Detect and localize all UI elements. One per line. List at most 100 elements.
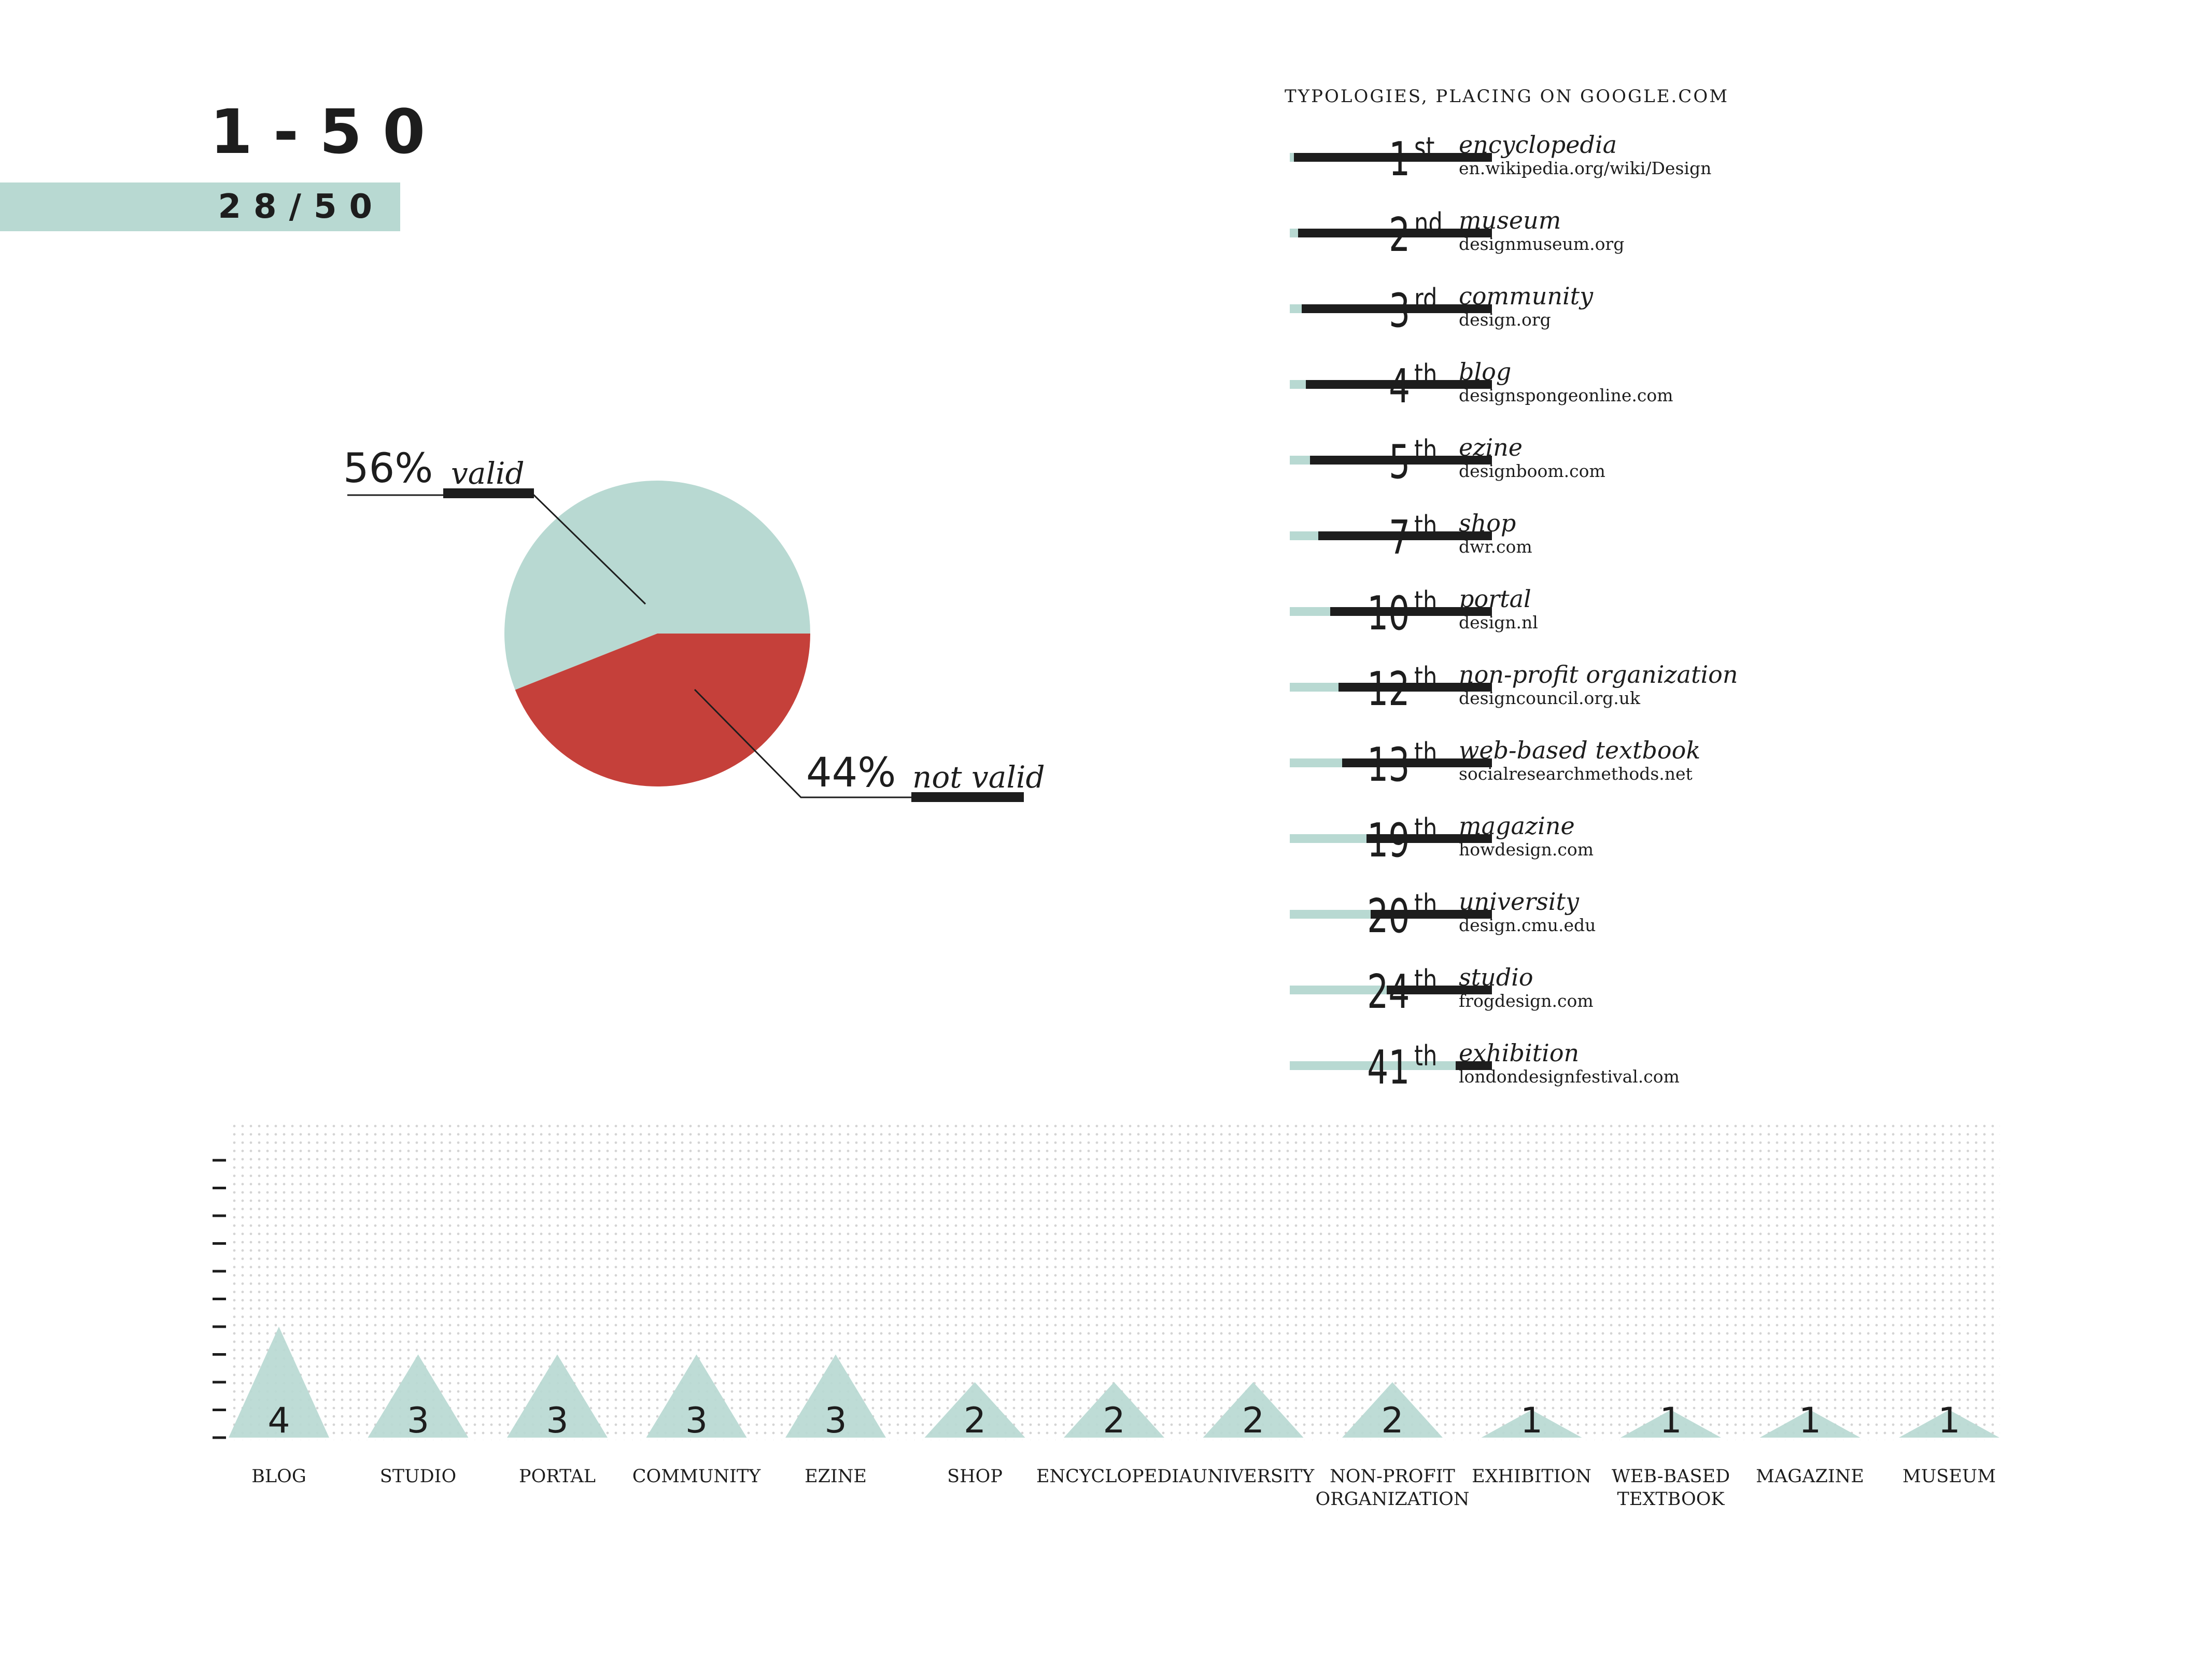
triangle-value-label: 1 xyxy=(1520,1400,1543,1441)
ranking-typology: encyclopedia xyxy=(1459,131,1617,159)
triangle-mark xyxy=(1481,1410,1582,1438)
triangle-value-label: 2 xyxy=(1242,1400,1264,1441)
category-label-line: STUDIO xyxy=(379,1466,457,1487)
category-label: NON-PROFIT ORGANIZATION xyxy=(1315,1465,1470,1511)
ranking-position: 10 xyxy=(1367,586,1410,641)
category-label: COMMUNITY xyxy=(619,1465,774,1488)
ranking-bar-fill xyxy=(1290,683,1339,692)
ranking-typology: portal xyxy=(1459,585,1531,613)
ranking-bar-track xyxy=(1290,607,1492,616)
ranking-typology: ezine xyxy=(1459,433,1523,461)
ranking-url: frogdesign.com xyxy=(1459,991,1594,1011)
category-label-line: EXHIBITION xyxy=(1472,1466,1591,1487)
ranking-position: 24 xyxy=(1367,965,1410,1019)
ranking-bar-fill xyxy=(1290,380,1306,389)
ranking-bar-track xyxy=(1290,531,1492,540)
ranking-typology: web-based textbook xyxy=(1459,736,1701,764)
triangle-mark xyxy=(507,1354,608,1438)
ranking-bar-track xyxy=(1290,380,1492,389)
ranking-bar-track xyxy=(1290,683,1492,692)
category-label: EXHIBITION xyxy=(1454,1465,1610,1488)
valid-label: valid xyxy=(451,456,525,491)
ranking-bar-fill xyxy=(1290,986,1387,994)
count-band: 28/50 xyxy=(0,182,400,231)
valid-label-underline xyxy=(443,488,534,498)
ranking-typology: museum xyxy=(1459,206,1561,234)
ranking-title: TYPOLOGIES, PLACING ON GOOGLE.COM xyxy=(1285,86,1729,107)
triangle-value-label: 3 xyxy=(824,1400,847,1441)
ranking-bar-track xyxy=(1290,304,1492,313)
ranking-suffix: th xyxy=(1414,358,1438,391)
triangle-mark xyxy=(1203,1382,1304,1438)
ranking-suffix: th xyxy=(1414,434,1438,467)
ranking-url: designcouncil.org.uk xyxy=(1459,688,1640,708)
ranking-bar-fill xyxy=(1290,1061,1456,1070)
ranking-bar-fill xyxy=(1290,153,1294,162)
ranking-bar-track xyxy=(1290,229,1492,237)
ranking-bar-fill xyxy=(1290,910,1371,919)
category-label-line: COMMUNITY xyxy=(632,1466,761,1487)
ranking-bar-track xyxy=(1290,834,1492,843)
category-label: EZINE xyxy=(758,1465,913,1488)
triangle-mark xyxy=(1759,1410,1861,1438)
triangle-mark xyxy=(368,1354,469,1438)
category-label: SHOP xyxy=(897,1465,1053,1488)
ranking-suffix: th xyxy=(1414,585,1438,618)
y-axis-ticks xyxy=(213,1159,226,1439)
ranking-suffix: th xyxy=(1414,964,1438,996)
ranking-position: 3 xyxy=(1388,284,1410,338)
triangle-value-label: 2 xyxy=(1381,1400,1403,1441)
triangle-value-label: 3 xyxy=(546,1400,568,1441)
ranking-typology: studio xyxy=(1459,963,1533,991)
ranking-url: howdesign.com xyxy=(1459,839,1594,860)
category-label-line: TEXTBOOK xyxy=(1617,1489,1725,1510)
ranking-url: socialresearchmethods.net xyxy=(1459,764,1693,784)
ranking-url: design.org xyxy=(1459,310,1551,330)
category-label-line: EZINE xyxy=(805,1466,867,1487)
ranking-position: 12 xyxy=(1367,662,1410,716)
triangle-value-label: 3 xyxy=(685,1400,708,1441)
category-label: STUDIO xyxy=(341,1465,496,1488)
ranking-position: 5 xyxy=(1388,435,1410,489)
pie-slice-not-valid xyxy=(515,634,810,786)
ranking-position: 7 xyxy=(1388,511,1410,565)
valid-count-label: 28/50 xyxy=(218,188,385,226)
triangle-mark xyxy=(1064,1382,1164,1438)
ranking-url: londondesignfestival.com xyxy=(1459,1066,1680,1087)
triangle-value-label: 4 xyxy=(267,1400,290,1441)
triangle-mark xyxy=(229,1327,329,1438)
ranking-bar-fill xyxy=(1290,229,1298,237)
category-label-line: ENCYCLOPEDIA xyxy=(1036,1466,1192,1487)
ranking-suffix: th xyxy=(1414,888,1438,921)
category-label-line: MUSEUM xyxy=(1902,1466,1996,1487)
category-label-line: ORGANIZATION xyxy=(1315,1489,1470,1510)
ranking-url: design.nl xyxy=(1459,612,1538,632)
ranking-bar-track xyxy=(1290,153,1492,162)
category-label-line: MAGAZINE xyxy=(1756,1466,1864,1487)
ranking-suffix: th xyxy=(1414,661,1438,694)
category-label-line: WEB-BASED xyxy=(1611,1466,1730,1487)
ranking-bar-track xyxy=(1290,1061,1492,1070)
ranking-bar-track xyxy=(1290,986,1492,994)
ranking-bar-fill xyxy=(1290,304,1302,313)
ranking-typology: non-profit organization xyxy=(1459,660,1738,688)
triangle-value-label: 2 xyxy=(964,1400,986,1441)
triangle-mark xyxy=(646,1354,747,1438)
category-label-line: SHOP xyxy=(947,1466,1003,1487)
ranking-suffix: nd xyxy=(1414,207,1443,240)
ranking-url: designmuseum.org xyxy=(1459,234,1625,254)
ranking-bar-fill xyxy=(1290,531,1318,540)
valid-percent: 56% xyxy=(343,445,433,492)
ranking-bar-track xyxy=(1290,456,1492,465)
ranking-typology: blog xyxy=(1459,358,1512,386)
